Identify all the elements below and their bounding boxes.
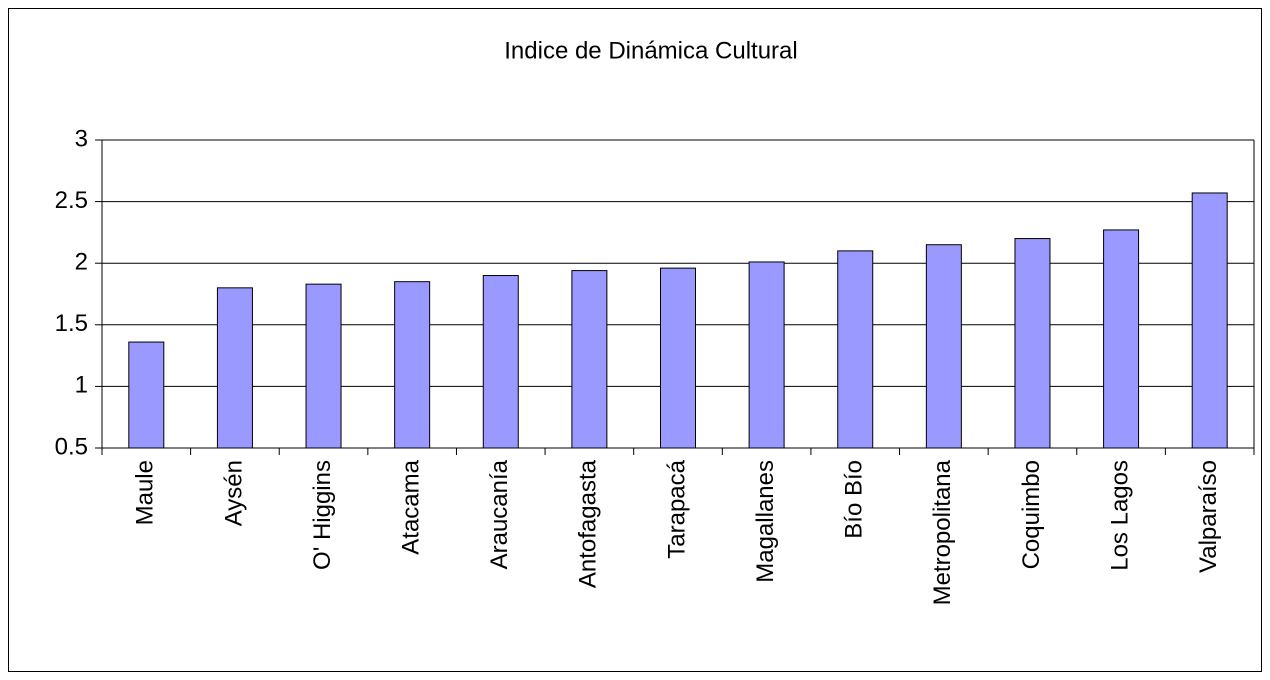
bar	[925, 244, 962, 449]
bar	[394, 281, 431, 449]
bar	[837, 250, 874, 449]
x-tick-label: Valparaíso	[1195, 460, 1222, 573]
bar	[128, 341, 165, 449]
bar	[1191, 192, 1228, 449]
x-tick-label: Bío Bío	[841, 460, 868, 539]
x-tick-label: Los Lagos	[1106, 460, 1133, 571]
y-tick-label: 2	[75, 249, 88, 276]
bar	[748, 261, 785, 449]
chart-border	[8, 8, 1262, 672]
x-tick-label: Antofagasta	[575, 459, 602, 588]
bar	[305, 283, 342, 449]
bar	[482, 275, 519, 449]
bar	[1014, 238, 1051, 449]
chart-title: Indice de Dinámica Cultural	[504, 37, 797, 64]
y-tick-label: 0.5	[55, 433, 88, 460]
bar	[1103, 229, 1140, 449]
bar	[571, 270, 608, 449]
x-tick-label: Maule	[132, 460, 159, 525]
bar	[660, 267, 696, 449]
x-tick-label: Tarapacá	[663, 459, 690, 558]
x-tick-label: Magallanes	[752, 460, 779, 583]
x-tick-label: Araucanía	[486, 459, 513, 569]
bar	[216, 287, 253, 449]
x-tick-label: O' Higgins	[309, 460, 336, 570]
x-tick-label: Atacama	[397, 459, 424, 554]
x-tick-label: Metropolitana	[929, 459, 956, 605]
y-tick-label: 2.5	[55, 187, 88, 214]
y-tick-label: 3	[75, 125, 88, 152]
x-tick-label: Aysén	[220, 460, 247, 526]
x-tick-label: Coquimbo	[1018, 460, 1045, 569]
y-tick-label: 1	[75, 372, 88, 399]
y-tick-label: 1.5	[55, 310, 88, 337]
